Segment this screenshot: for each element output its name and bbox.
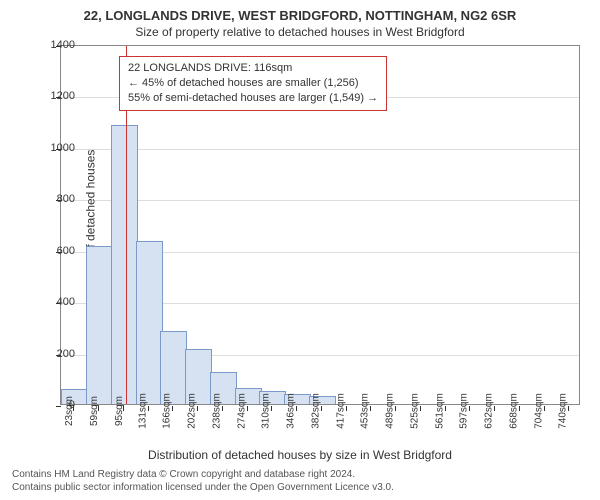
annotation-box: 22 LONGLANDS DRIVE: 116sqm← 45% of detac… (119, 56, 387, 111)
ytick-label: 200 (57, 348, 75, 360)
footnote: Contains HM Land Registry data © Crown c… (12, 469, 394, 494)
ytick-label: 0 (69, 399, 75, 411)
ytick-mark (56, 406, 61, 407)
ytick-label: 1400 (51, 39, 75, 51)
footnote-line2: Contains public sector information licen… (12, 482, 394, 495)
gridline-h (61, 149, 579, 150)
x-axis-label: Distribution of detached houses by size … (0, 448, 600, 462)
histogram-bar (111, 125, 138, 404)
xtick-label: 740sqm (557, 393, 568, 429)
plot-area: 23sqm59sqm95sqm131sqm166sqm202sqm238sqm2… (60, 45, 580, 405)
xtick-label: 382sqm (310, 393, 321, 429)
xtick-label: 310sqm (260, 393, 271, 429)
ytick-label: 800 (57, 193, 75, 205)
xtick-label: 59sqm (89, 396, 100, 426)
xtick-label: 95sqm (114, 396, 125, 426)
xtick-label: 704sqm (533, 393, 544, 429)
xtick-label: 166sqm (161, 393, 172, 429)
ytick-label: 600 (57, 245, 75, 257)
xtick-label: 561sqm (434, 393, 445, 429)
footnote-line1: Contains HM Land Registry data © Crown c… (12, 469, 394, 482)
xtick-label: 417sqm (335, 393, 346, 429)
ytick-label: 400 (57, 296, 75, 308)
xtick-label: 525sqm (409, 393, 420, 429)
histogram-bar (86, 246, 113, 404)
annotation-line: ← 45% of detached houses are smaller (1,… (128, 76, 378, 91)
xtick-label: 597sqm (458, 393, 469, 429)
ytick-label: 1200 (51, 90, 75, 102)
annotation-line: 22 LONGLANDS DRIVE: 116sqm (128, 61, 378, 76)
histogram-bar (136, 241, 163, 404)
chart-title-main: 22, LONGLANDS DRIVE, WEST BRIDGFORD, NOT… (0, 0, 600, 23)
chart-title-sub: Size of property relative to detached ho… (0, 23, 600, 39)
xtick-label: 489sqm (384, 393, 395, 429)
xtick-label: 202sqm (186, 393, 197, 429)
xtick-label: 668sqm (508, 393, 519, 429)
gridline-h (61, 200, 579, 201)
xtick-label: 238sqm (211, 393, 222, 429)
xtick-label: 632sqm (483, 393, 494, 429)
xtick-label: 453sqm (359, 393, 370, 429)
chart-plot-wrap: Number of detached houses 23sqm59sqm95sq… (60, 45, 580, 405)
chart-container: 22, LONGLANDS DRIVE, WEST BRIDGFORD, NOT… (0, 0, 600, 500)
annotation-line: 55% of semi-detached houses are larger (… (128, 91, 378, 106)
xtick-label: 274sqm (236, 393, 247, 429)
ytick-label: 1000 (51, 142, 75, 154)
xtick-label: 346sqm (285, 393, 296, 429)
xtick-label: 131sqm (137, 393, 148, 429)
